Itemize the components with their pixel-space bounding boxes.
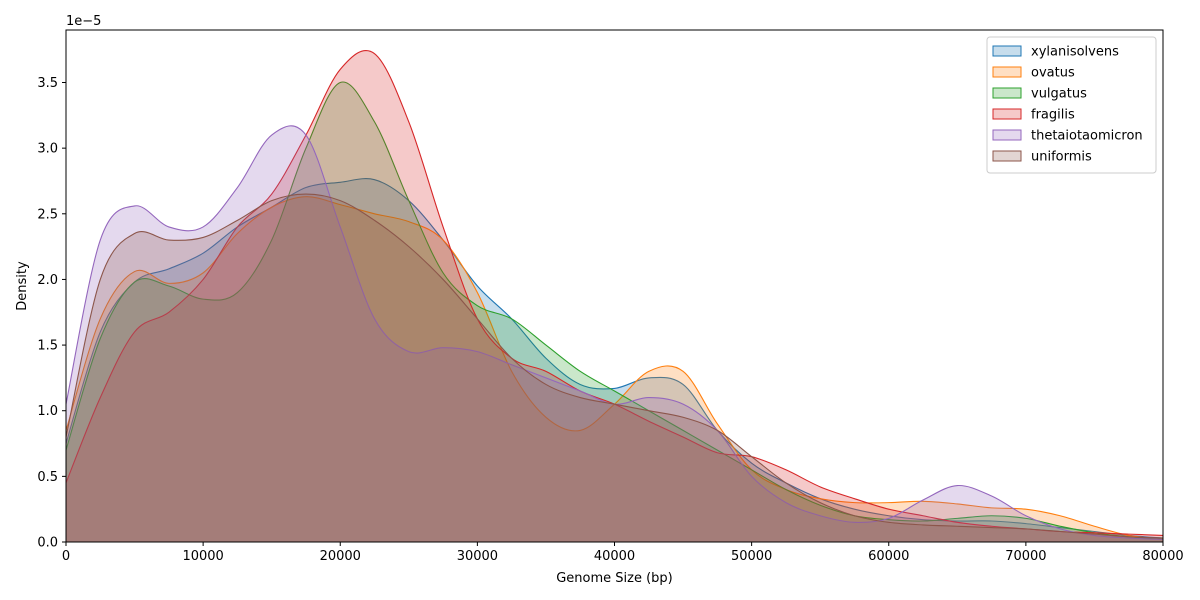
area-uniformis	[66, 194, 1163, 542]
legend-box	[986, 36, 1157, 174]
legend-label-vulgatus: vulgatus	[1031, 87, 1087, 102]
area-thetaiotaomicron	[66, 125, 1163, 543]
x-tick-label: 40000	[594, 549, 635, 564]
x-axis-ticks: 0 10000 20000 30000 40000 50000 60000 70000 8000…	[62, 542, 1184, 564]
x-tick-label: 10000	[182, 549, 223, 564]
legend-swatch-thetaiotaomicron	[992, 129, 1022, 141]
y-tick-label: 2.0	[37, 273, 58, 288]
legend-label-xylanisolvens: xylanisolvens	[1031, 45, 1119, 60]
legend-swatch-uniformis	[992, 150, 1022, 162]
area-xylanisolvens	[66, 178, 1163, 543]
y-tick-label: 3.5	[37, 76, 58, 91]
line-vulgatus	[65, 81, 1164, 540]
legend-label-ovatus: ovatus	[1031, 66, 1075, 81]
y-tick-label: 1.5	[37, 339, 58, 354]
x-tick-label: 70000	[1005, 549, 1046, 564]
x-tick-label: 30000	[457, 549, 498, 564]
legend-swatch-ovatus	[992, 66, 1022, 78]
area-vulgatus	[66, 81, 1163, 542]
legend: xylanisolvens ovatus vulgatus fragilis theta…	[986, 36, 1157, 174]
x-tick-label: 0	[62, 549, 70, 564]
x-axis-label: Genome Size (bp)	[556, 571, 673, 586]
y-tick-label: 0.5	[37, 470, 58, 485]
area-fragilis	[66, 50, 1163, 543]
legend-label-fragilis: fragilis	[1031, 108, 1075, 123]
y-tick-label: 0.0	[37, 536, 58, 551]
legend-label-uniformis: uniformis	[1031, 150, 1092, 165]
y-axis-label: Density	[15, 261, 30, 311]
legend-swatch-vulgatus	[992, 87, 1022, 99]
y-tick-label: 3.0	[37, 142, 58, 157]
y-axis-ticks: 0.0 0.5 1.0 1.5 2.0 2.5 3.0 3.5	[37, 76, 66, 551]
y-tick-label: 2.5	[37, 207, 58, 222]
x-tick-label: 50000	[731, 549, 772, 564]
line-ovatus	[65, 196, 1164, 540]
y-axis-offset-text: 1e−5	[66, 14, 101, 29]
x-tick-label: 80000	[1142, 549, 1183, 564]
density-areas	[65, 49, 1164, 543]
line-fragilis	[65, 49, 1164, 536]
line-thetaiotaomicron	[65, 125, 1164, 540]
legend-swatch-xylanisolvens	[992, 45, 1022, 57]
x-tick-label: 60000	[868, 549, 909, 564]
legend-label-thetaiotaomicron: thetaiotaomicron	[1031, 129, 1143, 144]
legend-swatch-fragilis	[992, 108, 1022, 120]
y-tick-label: 1.0	[37, 404, 58, 419]
line-uniformis	[65, 193, 1164, 539]
area-ovatus	[66, 196, 1163, 543]
x-tick-label: 20000	[320, 549, 361, 564]
